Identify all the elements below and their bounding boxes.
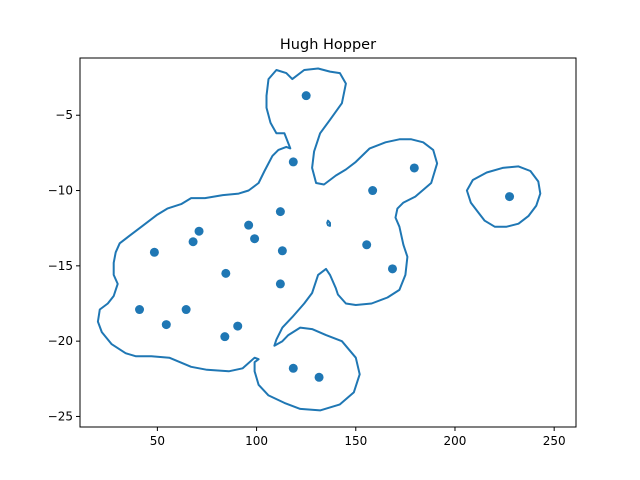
scatter-point (314, 372, 324, 382)
scatter-point (409, 163, 419, 173)
scatter-point (149, 247, 159, 257)
density-contour-line (96, 67, 439, 412)
scatter-point (233, 321, 243, 331)
scatter-point (277, 246, 287, 256)
scatter-point (135, 305, 145, 315)
x-tick-label: 250 (543, 434, 566, 448)
scatter-point (301, 91, 311, 101)
scatter-point (505, 192, 515, 202)
y-tick-label: −15 (48, 259, 73, 273)
density-contour-line (465, 165, 542, 228)
x-tick-label: 50 (150, 434, 165, 448)
y-axis: −5 −10 −15 −20 −25 (48, 108, 80, 423)
scatter-point (220, 332, 230, 342)
scatter-point (288, 157, 298, 167)
scatter-point (362, 240, 372, 250)
scatter-point (275, 207, 285, 217)
scatter-points (135, 91, 515, 382)
y-tick-label: −10 (48, 184, 73, 198)
x-tick-label: 100 (245, 434, 268, 448)
scatter-point (368, 186, 378, 196)
density-contour-line (326, 219, 331, 227)
x-tick-label: 200 (444, 434, 467, 448)
scatter-point (244, 220, 254, 230)
x-axis: 50 100 150 200 250 (150, 427, 566, 448)
scatter-point (194, 226, 204, 236)
scatter-point (275, 279, 285, 289)
scatter-point (188, 237, 198, 247)
scatter-point (161, 320, 171, 330)
scatter-point (387, 264, 397, 274)
y-tick-label: −20 (48, 334, 73, 348)
scatter-point (250, 234, 260, 244)
scatter-point (221, 268, 231, 278)
scatter-point (288, 363, 298, 373)
y-tick-label: −25 (48, 409, 73, 423)
x-tick-label: 150 (344, 434, 367, 448)
scatter-point (181, 305, 191, 315)
plot-area-frame (79, 57, 577, 428)
density-contours (96, 67, 542, 412)
y-tick-label: −5 (55, 108, 73, 122)
chart-title: Hugh Hopper (280, 37, 376, 53)
